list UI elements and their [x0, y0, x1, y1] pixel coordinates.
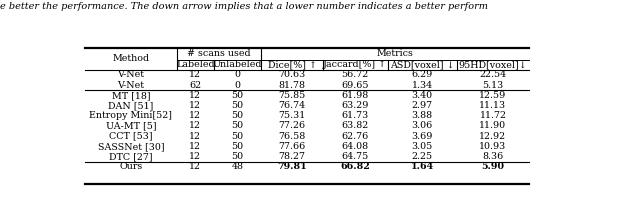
Text: V-Net: V-Net [117, 70, 145, 79]
Text: MT [18]: MT [18] [111, 91, 150, 100]
Text: 78.27: 78.27 [278, 152, 305, 161]
Text: 62.76: 62.76 [342, 132, 369, 141]
Text: 50: 50 [232, 91, 244, 100]
Text: 76.74: 76.74 [278, 101, 306, 110]
Text: Jaccard[%] ↑: Jaccard[%] ↑ [323, 60, 387, 69]
Text: 75.31: 75.31 [278, 111, 306, 120]
Text: Entropy Mini[52]: Entropy Mini[52] [90, 111, 172, 120]
Text: 76.58: 76.58 [278, 132, 306, 141]
Text: 50: 50 [232, 142, 244, 151]
Text: 1.64: 1.64 [411, 162, 434, 171]
Text: e better the performance. The down arrow implies that a lower number indicates a: e better the performance. The down arrow… [0, 2, 488, 11]
Text: DTC [27]: DTC [27] [109, 152, 153, 161]
Text: 11.13: 11.13 [479, 101, 506, 110]
Text: 12: 12 [189, 142, 202, 151]
Text: 61.73: 61.73 [342, 111, 369, 120]
Text: 2.97: 2.97 [412, 101, 433, 110]
Text: 50: 50 [232, 121, 244, 130]
Text: 1.34: 1.34 [412, 81, 433, 90]
Text: 12: 12 [189, 162, 202, 171]
Text: 56.72: 56.72 [342, 70, 369, 79]
Text: 3.69: 3.69 [412, 132, 433, 141]
Text: V-Net: V-Net [117, 81, 145, 90]
Text: 77.26: 77.26 [278, 121, 306, 130]
Text: 2.25: 2.25 [412, 152, 433, 161]
Text: 3.06: 3.06 [412, 121, 433, 130]
Text: 12: 12 [189, 111, 202, 120]
Text: 63.29: 63.29 [342, 101, 369, 110]
Text: 12.92: 12.92 [479, 132, 506, 141]
Text: 70.63: 70.63 [278, 70, 306, 79]
Text: DAN [51]: DAN [51] [108, 101, 154, 110]
Text: 61.98: 61.98 [342, 91, 369, 100]
Text: 5.13: 5.13 [483, 81, 504, 90]
Text: 62: 62 [189, 81, 202, 90]
Text: 12: 12 [189, 101, 202, 110]
Text: 11.72: 11.72 [479, 111, 506, 120]
Text: SASSNet [30]: SASSNet [30] [97, 142, 164, 151]
Text: 12: 12 [189, 91, 202, 100]
Text: 12: 12 [189, 70, 202, 79]
Text: 50: 50 [232, 152, 244, 161]
Text: 79.81: 79.81 [277, 162, 307, 171]
Text: 12.59: 12.59 [479, 91, 506, 100]
Text: 69.65: 69.65 [342, 81, 369, 90]
Text: 3.88: 3.88 [412, 111, 433, 120]
Text: 12: 12 [189, 152, 202, 161]
Text: ASD[voxel] ↓: ASD[voxel] ↓ [390, 60, 454, 69]
Text: 75.85: 75.85 [278, 91, 306, 100]
Text: 64.75: 64.75 [342, 152, 369, 161]
Text: 63.82: 63.82 [342, 121, 369, 130]
Text: 12: 12 [189, 132, 202, 141]
Text: 6.29: 6.29 [412, 70, 433, 79]
Text: Metrics: Metrics [376, 49, 413, 58]
Text: # scans used: # scans used [187, 49, 251, 58]
Text: UA-MT [5]: UA-MT [5] [106, 121, 156, 130]
Text: 81.78: 81.78 [278, 81, 305, 90]
Text: 48: 48 [232, 162, 243, 171]
Text: Unlabeled: Unlabeled [212, 60, 262, 69]
Text: Dice[%] ↑: Dice[%] ↑ [268, 60, 317, 69]
Text: 66.82: 66.82 [340, 162, 370, 171]
Text: 77.66: 77.66 [278, 142, 306, 151]
Text: 50: 50 [232, 132, 244, 141]
Text: 3.05: 3.05 [412, 142, 433, 151]
Text: 11.90: 11.90 [479, 121, 506, 130]
Text: Labeled: Labeled [176, 60, 214, 69]
Text: 10.93: 10.93 [479, 142, 506, 151]
Text: 95HD[voxel]↓: 95HD[voxel]↓ [458, 60, 527, 69]
Text: 5.90: 5.90 [481, 162, 504, 171]
Text: 0: 0 [234, 81, 241, 90]
Text: 50: 50 [232, 101, 244, 110]
Text: Ours: Ours [119, 162, 143, 171]
Text: 8.36: 8.36 [483, 152, 504, 161]
Text: 3.40: 3.40 [412, 91, 433, 100]
Text: 12: 12 [189, 121, 202, 130]
Text: 0: 0 [234, 70, 241, 79]
Text: 22.54: 22.54 [479, 70, 506, 79]
Text: CCT [53]: CCT [53] [109, 132, 153, 141]
Text: Method: Method [112, 54, 149, 63]
Text: 50: 50 [232, 111, 244, 120]
Text: 64.08: 64.08 [342, 142, 369, 151]
